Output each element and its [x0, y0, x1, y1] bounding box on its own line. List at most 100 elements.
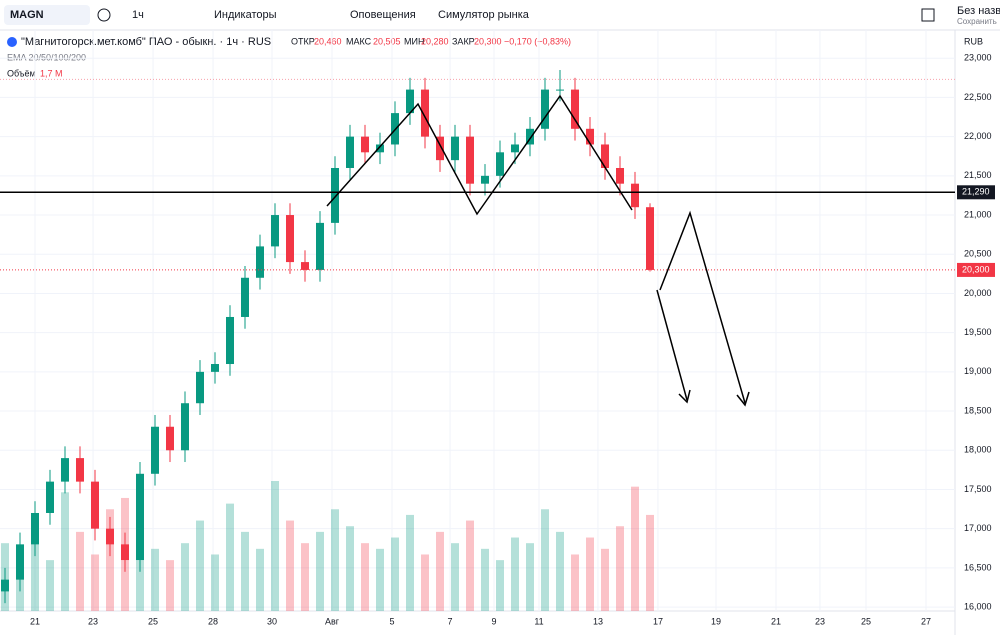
x-tick-label: 9	[491, 616, 496, 626]
save[interactable]: Сохранить	[957, 17, 997, 26]
volume-bar	[285, 520, 294, 611]
legend-volume: 1,7 M	[40, 68, 63, 78]
y-tick-label: 23,000	[964, 53, 992, 63]
legend-ema: EMA 20/50/100/200	[7, 52, 86, 62]
volume-bar	[75, 531, 84, 611]
y-tick-label: 16,500	[964, 562, 992, 572]
legend-low-label: МИН	[404, 36, 424, 46]
volume-bar	[631, 486, 640, 611]
y-tick-label: 19,000	[964, 366, 992, 376]
symbol[interactable]: MAGN	[10, 9, 44, 21]
x-tick-label: 27	[921, 616, 931, 626]
symbol-box[interactable]	[4, 5, 90, 25]
candle-body	[135, 473, 144, 561]
candle-body	[270, 215, 279, 247]
volume-bar	[646, 514, 655, 611]
candle-body	[195, 371, 204, 404]
candle-body	[300, 262, 309, 270]
candle-body	[90, 481, 99, 529]
alerts[interactable]: Оповещения	[350, 9, 416, 21]
y-tick-label: 20,000	[964, 288, 992, 298]
level-tag	[957, 185, 995, 200]
legend-title: "Магнитогорск.мет.комб" ПАО - обыкн. · 1…	[21, 36, 271, 48]
volume-bar	[135, 537, 144, 611]
x-tick-label: 30	[267, 616, 277, 626]
candle-body	[120, 544, 129, 561]
volume-bar	[225, 503, 234, 611]
y-tick-label: 19,500	[964, 327, 992, 337]
candle-body	[526, 128, 535, 145]
y-tick-label: 21,500	[964, 170, 992, 180]
volume-bar	[345, 526, 354, 611]
volume-bar	[240, 531, 249, 611]
volume-bar	[375, 548, 384, 611]
x-tick-label: 7	[448, 616, 453, 626]
legend-high-label: МАКС	[346, 36, 372, 46]
y-tick-label: 20,500	[964, 249, 992, 259]
candle-body	[375, 144, 384, 153]
volume-bar	[405, 514, 414, 611]
volume-bar	[45, 560, 54, 611]
legend-open: 20,460	[314, 36, 342, 46]
volume-bar	[180, 543, 189, 611]
toolbar	[0, 0, 1000, 30]
legend-volume-label: Объём	[7, 68, 36, 78]
price-label: 20,300	[962, 264, 990, 274]
candle-body	[345, 136, 354, 168]
candle-body	[465, 136, 474, 184]
volume-bar	[165, 560, 174, 611]
x-tick-label: 19	[711, 616, 721, 626]
legend-close-label: ЗАКР	[452, 36, 475, 46]
candle-body	[420, 89, 429, 137]
volume-bar	[601, 548, 610, 611]
volume-bar	[435, 531, 444, 611]
interval[interactable]: 1ч	[132, 9, 144, 21]
candle-body	[601, 144, 610, 168]
replay[interactable]: Симулятор рынка	[438, 9, 530, 21]
volume-bar	[541, 509, 550, 611]
candle-body	[330, 167, 339, 223]
x-tick-label: 28	[208, 616, 218, 626]
x-tick-label: 23	[88, 616, 98, 626]
x-tick-label: 21	[771, 616, 781, 626]
volume-bar	[90, 554, 99, 611]
candle-body	[240, 277, 249, 317]
x-tick-label: Авг	[325, 616, 340, 626]
x-tick-label: 5	[389, 616, 394, 626]
volume-bar	[270, 481, 279, 611]
candle-body	[631, 183, 640, 208]
volume-bar	[526, 543, 535, 611]
layout-name[interactable]: Без названия	[957, 5, 1000, 17]
layout-icon[interactable]	[921, 8, 935, 22]
candle-body	[30, 512, 39, 545]
level-label: 21,290	[962, 187, 990, 197]
x-tick-label: 21	[30, 616, 40, 626]
volume-bar	[586, 537, 595, 611]
add-symbol[interactable]	[97, 8, 111, 22]
currency[interactable]: RUB	[964, 36, 983, 46]
y-tick-label: 16,000	[964, 601, 992, 611]
indicators[interactable]: Индикаторы	[214, 9, 277, 21]
candle-body	[105, 528, 114, 545]
arrow-line	[656, 289, 688, 401]
candle-body	[646, 207, 655, 270]
legend-change: −0,170 (−0,83%)	[504, 36, 571, 46]
volume-bar	[511, 537, 520, 611]
volume-bar	[60, 492, 69, 611]
volume-bar	[616, 526, 625, 611]
x-tick-label: 25	[148, 616, 158, 626]
candle-body	[180, 403, 189, 451]
legend-high: 20,505	[373, 36, 401, 46]
candle-body	[496, 152, 505, 176]
volume-bar	[465, 520, 474, 611]
candle-body	[150, 426, 159, 474]
x-tick-label: 13	[593, 616, 603, 626]
candle-body	[586, 128, 595, 145]
volume-bar	[496, 560, 505, 611]
candle-body	[556, 89, 565, 91]
volume-bar	[210, 554, 219, 611]
candle-body	[315, 222, 324, 270]
candle-body	[210, 364, 219, 372]
legend-low: 20,280	[421, 36, 449, 46]
